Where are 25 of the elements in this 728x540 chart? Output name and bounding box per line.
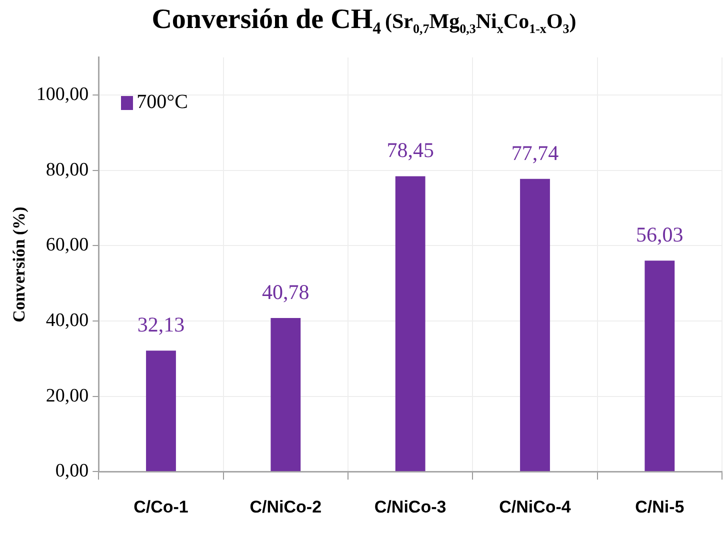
data-label: 78,45 [386,138,434,162]
y-tick-label: 80,00 [46,159,89,180]
y-tick-label: 20,00 [46,385,89,406]
bar [520,178,550,472]
x-tick-label: C/NiCo-2 [250,497,322,516]
y-tick-label: 100,00 [36,84,89,106]
y-tick-label: 60,00 [46,234,89,256]
bar [395,176,426,472]
data-label: 32,13 [137,312,185,337]
text: (Sr$_{0,7}$Mg$_{0,3}$Ni$_{x}$Co$_{1-x}$O$_{3}$) [385,9,576,36]
y-axis-title: Conversión (%) [10,206,29,322]
x-tick-label: C/Co-1 [134,497,188,516]
bar [644,260,675,472]
data-label: 77,74 [511,140,560,165]
bar [146,350,176,472]
bar [270,318,301,472]
x-tick-label: C/NiCo-3 [374,497,446,516]
y-tick-label: 40,00 [46,310,89,331]
x-tick-label: C/NiCo-4 [499,497,572,516]
data-label: 40,78 [262,280,310,304]
data-label: 56,03 [636,222,684,247]
y-tick-label: 0,00 [55,460,89,482]
legend-label: 700°C [136,91,188,114]
chart-title: Conversión de CH₄ [152,4,381,35]
x-tick-label: C/Ni-5 [635,497,684,516]
